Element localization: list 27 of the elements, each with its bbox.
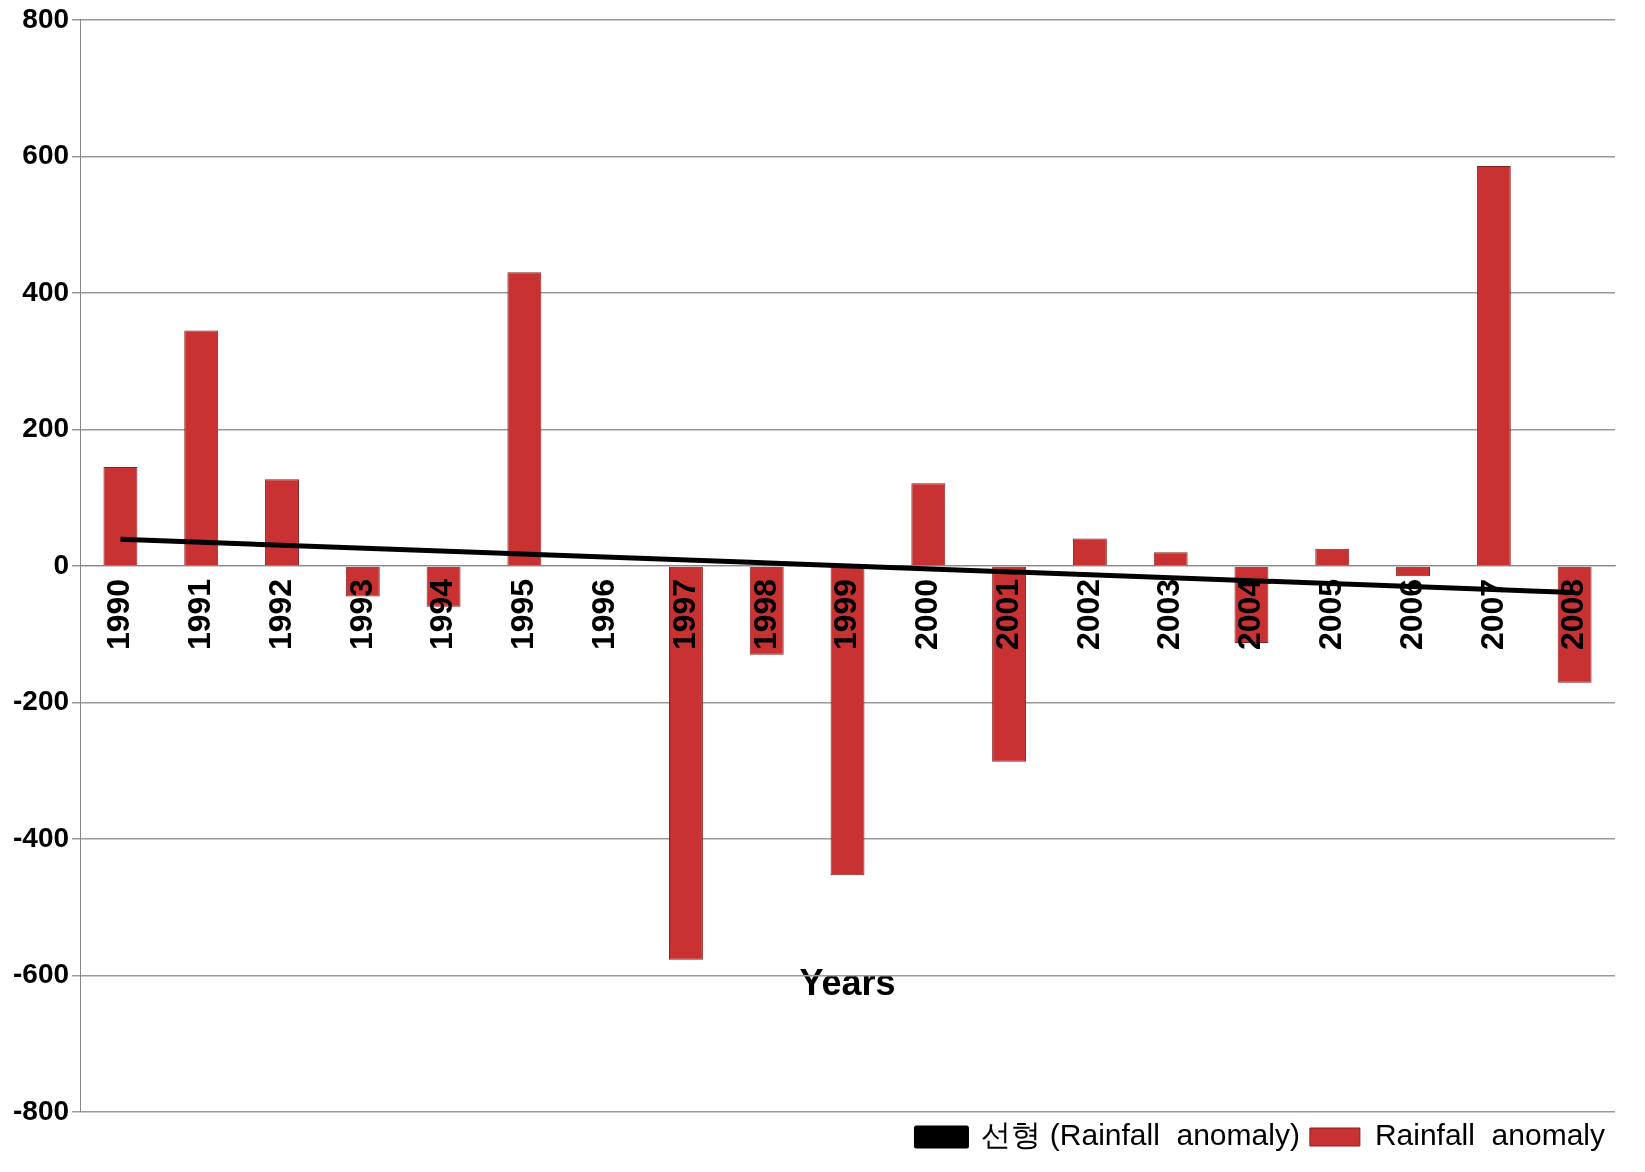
x-tick-label: 1993 — [342, 578, 379, 651]
y-tick-label: -200 — [12, 685, 70, 717]
y-tick-label: -600 — [12, 958, 70, 990]
y-tick-label: -400 — [12, 821, 70, 853]
x-tick-label: 1999 — [827, 578, 864, 651]
x-tick-label: 1996 — [584, 578, 621, 651]
legend-label: 선형 (Rainfall anomaly) — [981, 1118, 1300, 1152]
y-tick-label: 600 — [22, 139, 70, 171]
x-tick-label: 1995 — [504, 578, 541, 651]
x-tick-label: 1997 — [665, 578, 702, 651]
x-tick-label: 1994 — [423, 578, 460, 651]
x-tick-label: 2000 — [908, 578, 945, 651]
y-tick-label: 800 — [22, 2, 70, 34]
y-tick-label: 0 — [53, 548, 70, 580]
x-tick-label: 1991 — [181, 578, 218, 651]
x-tick-label: 2002 — [1069, 578, 1106, 651]
x-axis-title: Years — [799, 961, 896, 1003]
x-tick-label: 1990 — [100, 578, 137, 651]
x-tick-label: 1998 — [746, 578, 783, 651]
x-tick-label: 2003 — [1150, 578, 1187, 651]
legend-label: Rainfall anomaly — [1374, 1118, 1606, 1152]
y-tick-label: -800 — [12, 1094, 70, 1126]
y-tick-label: 200 — [22, 412, 70, 444]
x-tick-label: 1992 — [261, 578, 298, 651]
x-tick-label: 2001 — [988, 578, 1025, 651]
x-tick-label: 2004 — [1231, 578, 1268, 651]
y-tick-label: 400 — [22, 275, 70, 307]
